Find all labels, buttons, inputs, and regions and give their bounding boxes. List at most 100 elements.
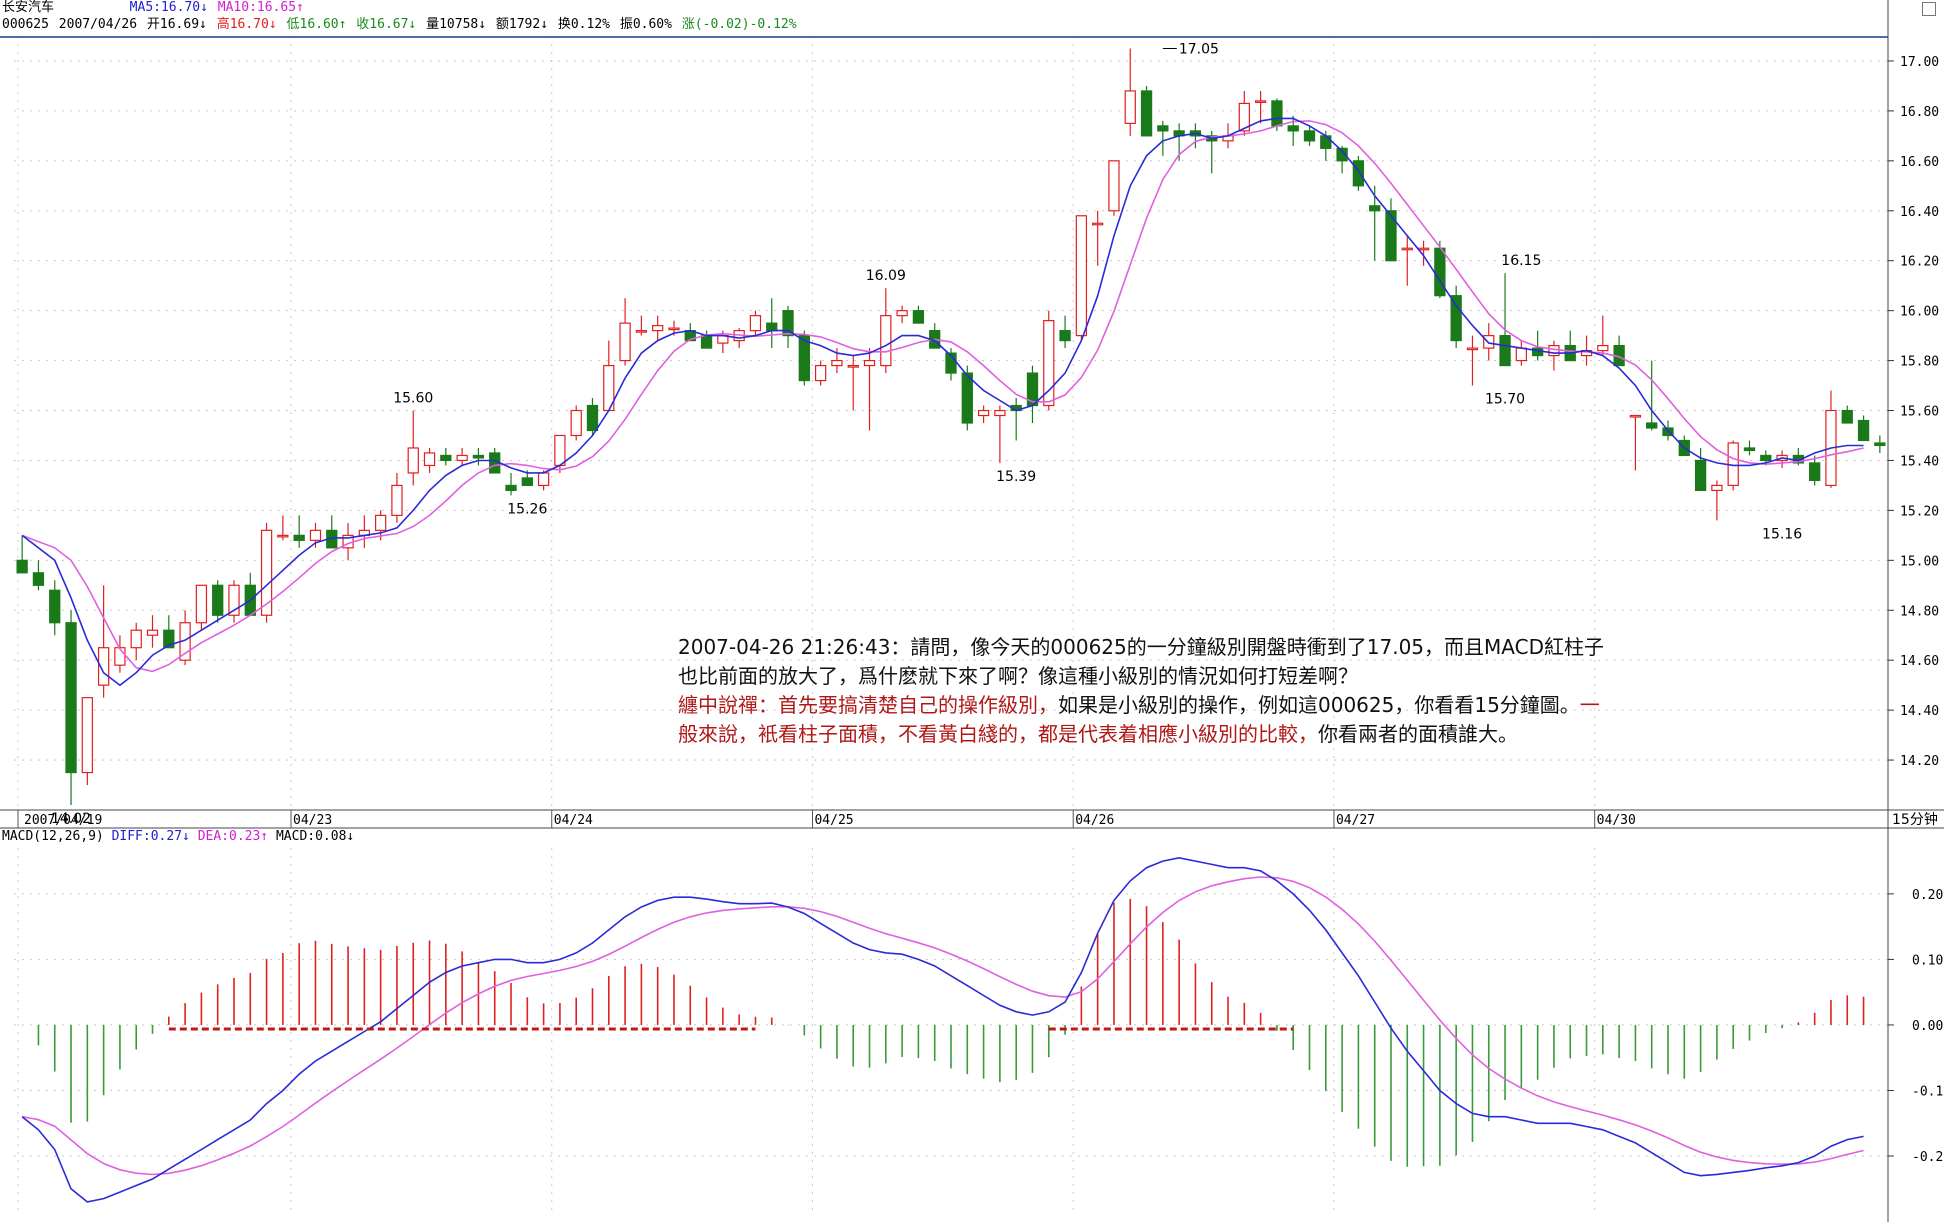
y-tick-label: 16.40 <box>1900 205 1939 220</box>
candle <box>130 622 142 661</box>
candle <box>1434 240 1446 299</box>
x-tick-label: 04/30 <box>1597 813 1636 828</box>
price-annotation: 16.15 <box>1501 253 1541 269</box>
macd-name: MACD(12,26,9) <box>2 829 104 844</box>
note-question: 2007-04-26 21:26:43：請問，像今天的000625的一分鐘級別開… <box>678 635 1604 688</box>
candlesticks <box>16 48 1886 806</box>
macd-header: MACD(12,26,9) DIFF:0.27↓ DEA:0.23↑ MACD:… <box>2 829 354 844</box>
candle <box>880 288 892 374</box>
candle <box>1597 315 1609 356</box>
macd-panel: 0.20 0.10 0.00 -0.10 -0.20 <box>21 856 1944 1203</box>
candle <box>700 330 713 349</box>
y-tick-label: 15.00 <box>1900 554 1939 569</box>
candle <box>1026 365 1039 423</box>
candle <box>1678 435 1690 457</box>
turnover-readout: 换0.12% <box>557 17 610 32</box>
candle <box>1092 210 1104 266</box>
dea-readout: DEA:0.23↑ <box>197 829 269 844</box>
y-tick-label: 14.20 <box>1900 754 1939 769</box>
candle <box>407 410 419 486</box>
candle <box>472 447 485 466</box>
candle <box>65 610 77 806</box>
price-annotation: 15.60 <box>393 391 433 407</box>
candle <box>994 405 1006 463</box>
candle <box>1857 415 1870 442</box>
candle <box>97 585 110 698</box>
y-tick-label: 16.20 <box>1900 255 1939 270</box>
candle <box>1825 390 1837 488</box>
candle <box>586 398 599 436</box>
candle <box>1792 447 1805 466</box>
y-tick-label: 16.60 <box>1900 155 1939 170</box>
candle <box>1043 310 1055 411</box>
candle <box>1401 235 1413 286</box>
y-tick-label: 15.40 <box>1900 454 1939 469</box>
y-tick-label: 14.60 <box>1900 654 1939 669</box>
open-readout: 开16.69↓ <box>146 17 207 32</box>
candle <box>81 697 93 786</box>
x-tick-label: 04/25 <box>814 813 853 828</box>
macd-y-tick-label: 0.10 <box>1912 953 1943 968</box>
candle <box>1108 160 1120 216</box>
candle <box>1157 120 1169 156</box>
y-tick-label: 15.60 <box>1900 405 1939 420</box>
candle <box>1450 285 1462 349</box>
candle <box>603 340 615 412</box>
x-tick-label: 04/26 <box>1075 813 1114 828</box>
candle <box>1694 447 1707 492</box>
volume-readout: 量10758↓ <box>426 17 487 32</box>
y-tick-label: 15.20 <box>1900 504 1939 519</box>
x-tick-label: 04/23 <box>293 813 332 828</box>
candle <box>1809 455 1821 486</box>
candle <box>391 472 403 523</box>
y-tick-label: 14.80 <box>1900 604 1939 619</box>
header-row-2: 000625 2007/04/26 开16.69↓ 高16.70↓ 低16.60… <box>2 17 799 33</box>
macd-y-tick-label: -0.20 <box>1912 1150 1944 1165</box>
macd-y-tick-label: -0.10 <box>1912 1084 1944 1099</box>
candle <box>1059 315 1071 349</box>
candle <box>440 447 452 466</box>
candle <box>1483 323 1495 361</box>
candle <box>16 535 28 574</box>
candle <box>1548 340 1560 371</box>
candle <box>896 305 908 324</box>
price-annotation: 15.26 <box>507 501 547 517</box>
candle <box>863 348 876 431</box>
high-readout: 高16.70↓ <box>216 17 277 32</box>
x-tick-label: 04/24 <box>554 813 593 828</box>
low-readout: 低16.60↑ <box>286 17 347 32</box>
price-annotation: 17.05 <box>1179 41 1219 57</box>
candle <box>49 580 61 636</box>
candle <box>163 615 175 649</box>
diff-readout: DIFF:0.27↓ <box>111 829 190 844</box>
candle <box>1515 340 1527 366</box>
candle <box>1075 215 1088 341</box>
candle <box>1385 198 1397 262</box>
note-answer-red-1: 纏中說禪：首先要搞清楚自己的操作級別， <box>678 693 1058 717</box>
candle <box>456 447 468 466</box>
stock-name: 长安汽车 <box>2 0 55 15</box>
ma5-line <box>21 117 1864 687</box>
candle <box>1352 155 1365 191</box>
candle <box>358 515 371 548</box>
candle <box>782 305 794 349</box>
macd-y-tick-label: 0.20 <box>1912 888 1943 903</box>
diff-line <box>21 856 1864 1203</box>
candle <box>1140 85 1153 137</box>
candle <box>505 472 517 496</box>
candle <box>814 360 827 386</box>
candle <box>326 515 338 549</box>
candle <box>423 447 436 473</box>
candle <box>146 615 159 648</box>
qa-note: 2007-04-26 21:26:43：請問，像今天的000625的一分鐘級別開… <box>678 633 1608 749</box>
candle <box>766 298 778 349</box>
panel-toggle-icon[interactable] <box>1922 2 1936 16</box>
x-tick-label: 04/27 <box>1336 813 1375 828</box>
candle <box>195 584 208 631</box>
price-annotation: 14.02 <box>51 811 91 827</box>
candle <box>293 515 305 548</box>
price-annotation: 15.16 <box>1762 526 1802 542</box>
candle <box>635 315 648 336</box>
